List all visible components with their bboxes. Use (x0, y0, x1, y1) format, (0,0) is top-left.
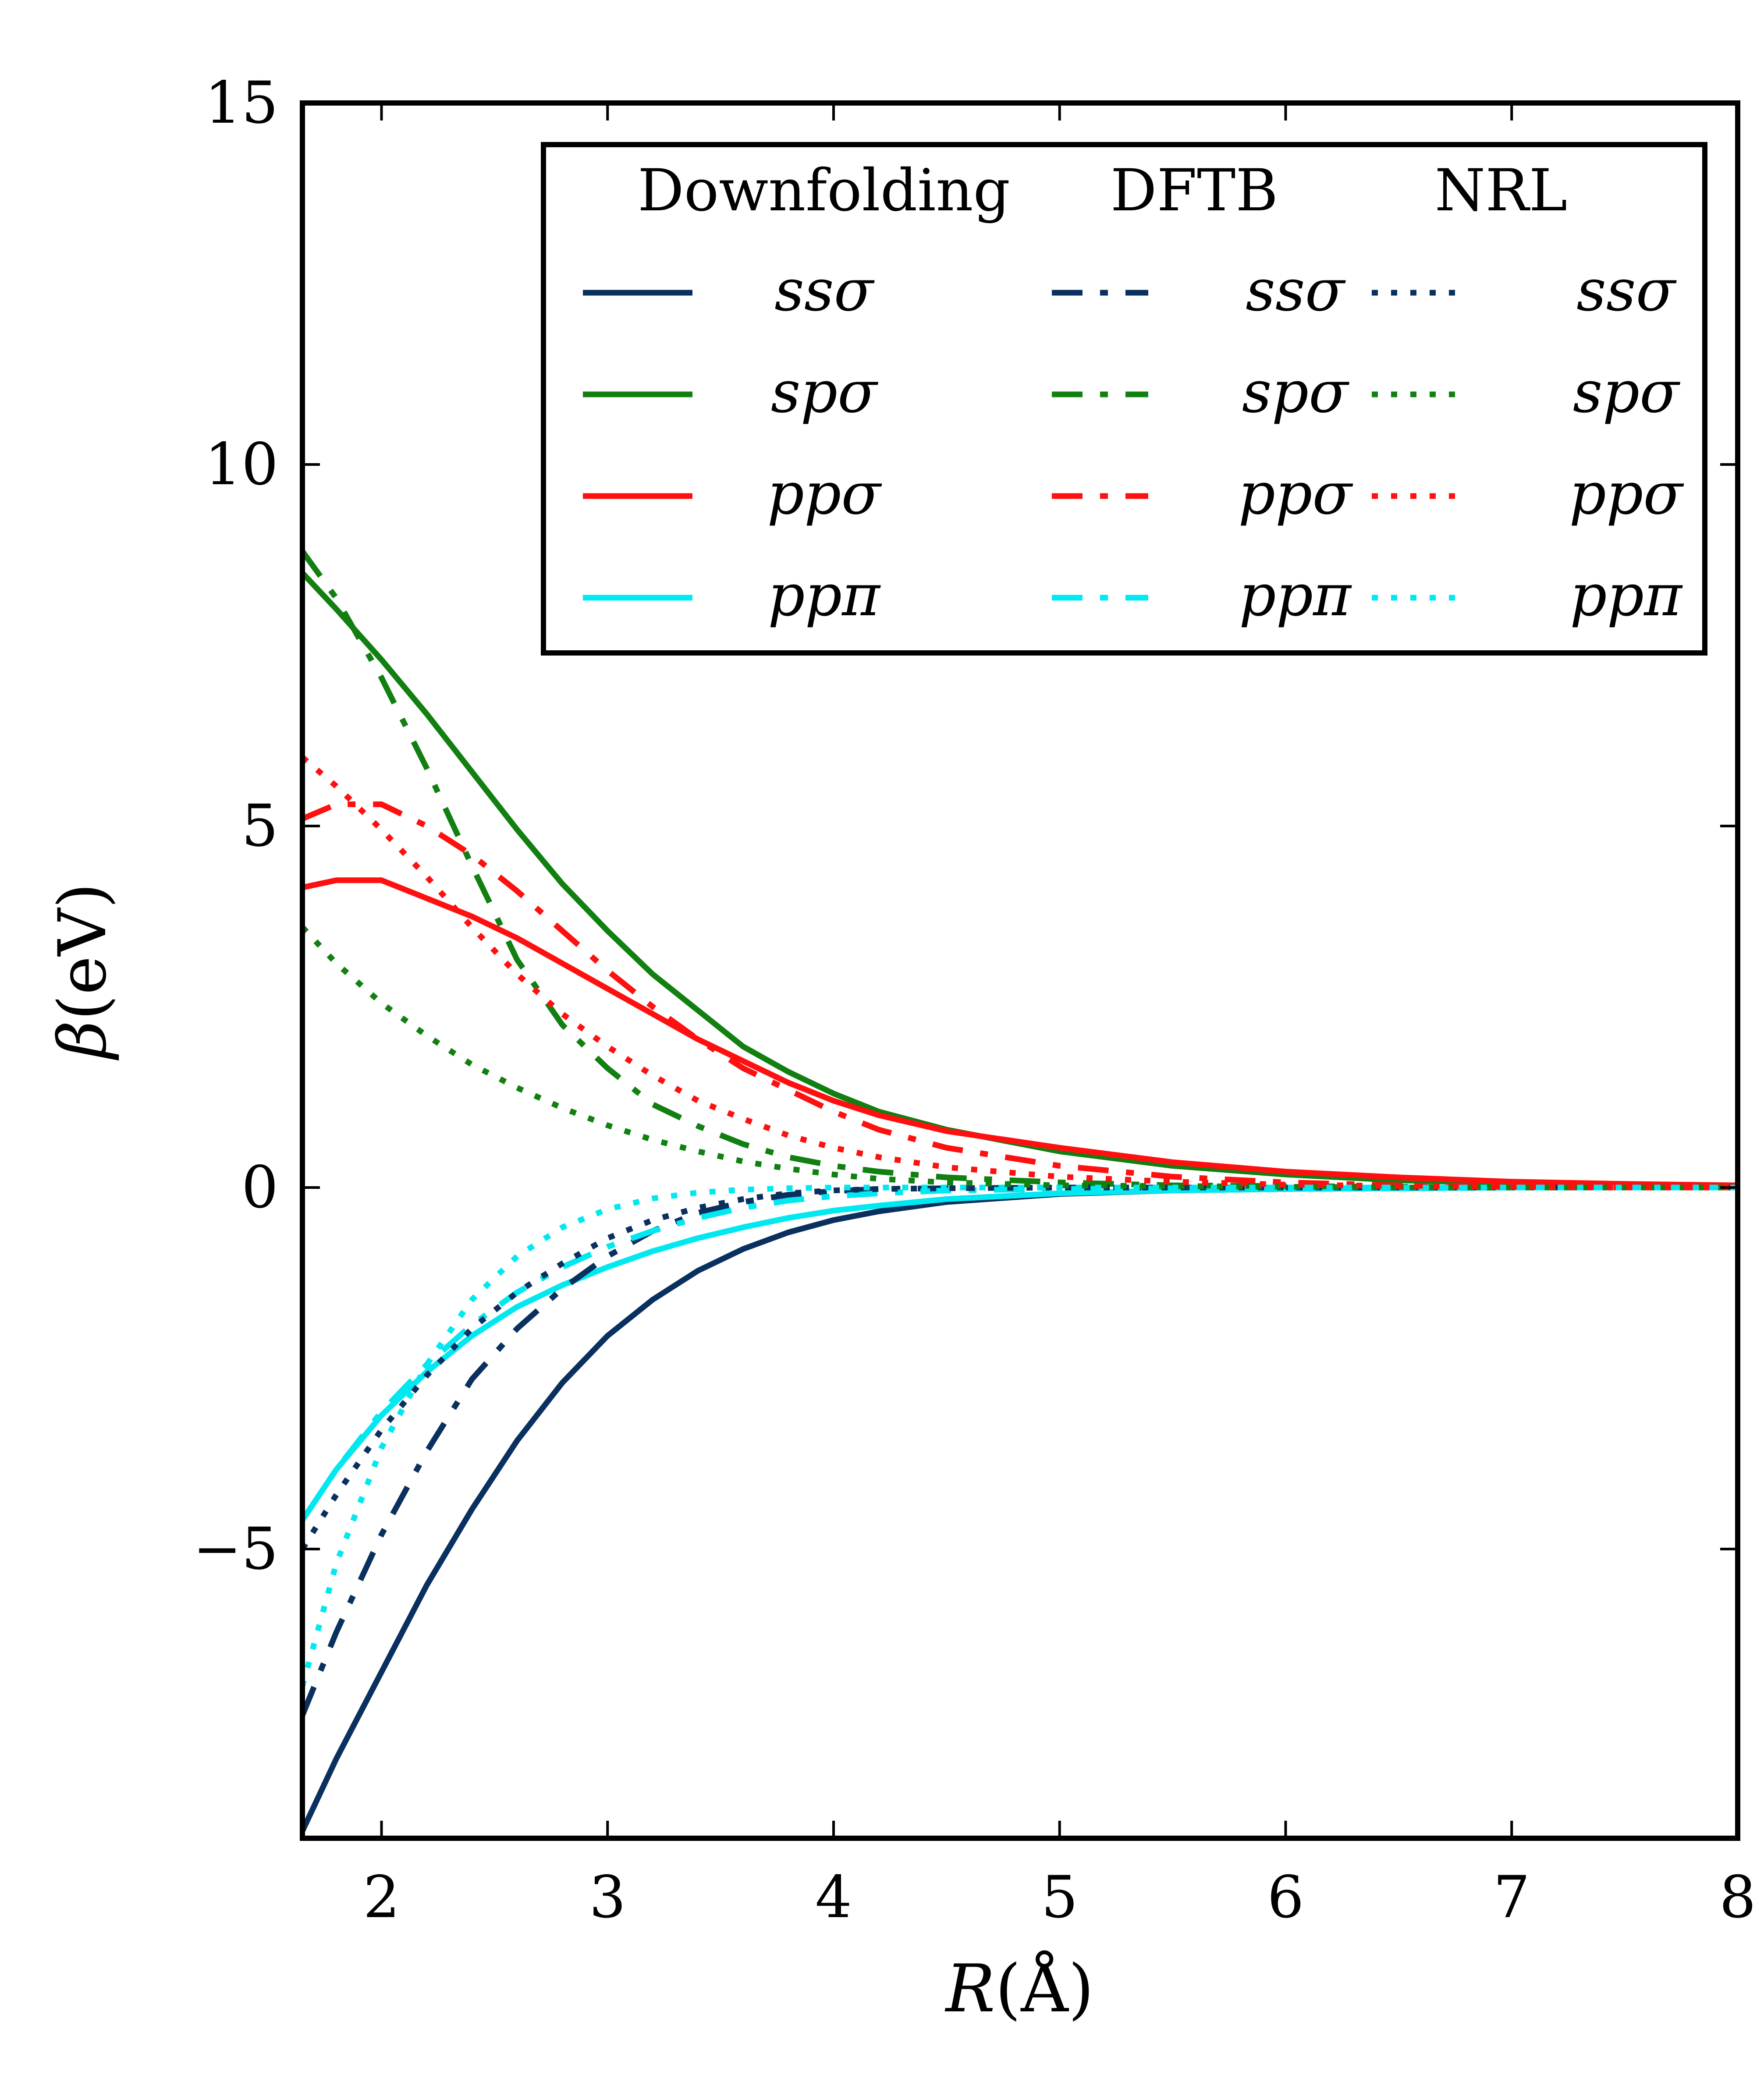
legend-label-dftb-pppi: ppπ (1239, 562, 1352, 629)
legend-label-nrl-pppi: ppπ (1570, 562, 1683, 629)
series-line-dftb-ppsigma (302, 801, 1738, 1191)
legend-group-dftb: DFTB (1111, 157, 1278, 224)
legend-label-dftb-sssigma: ssσ (1246, 257, 1346, 324)
series-line-nrl-ppsigma (302, 755, 1738, 1191)
legend-label-nrl-ppsigma: ppσ (1569, 460, 1684, 528)
legend-label-dftb-spsigma: spσ (1242, 358, 1350, 426)
legend-label-nrl-sssigma: ssσ (1576, 257, 1677, 324)
y-axis-label: β(eV) (45, 883, 121, 1061)
y-tick-label: −5 (193, 1515, 278, 1583)
x-tick-label: 7 (1493, 1864, 1530, 1931)
series-line-downfolding-ppsigma (302, 877, 1738, 1188)
y-tick-label: 15 (205, 69, 278, 137)
legend: Downfolding DFTB NRL ssσ ssσ ssσ spσ spσ spσ p… (541, 142, 1707, 656)
series-line-nrl-pppi (302, 1184, 1738, 1688)
x-tick-label: 3 (589, 1864, 626, 1931)
legend-label-dftb-ppsigma: ppσ (1238, 460, 1353, 528)
y-tick-label: 5 (241, 792, 278, 860)
y-tick-label: 0 (241, 1154, 278, 1221)
x-tick-label: 8 (1719, 1864, 1756, 1931)
x-axis-label: R(Å) (944, 1950, 1094, 2027)
legend-label-downfolding-ppsigma: ppσ (767, 460, 882, 528)
x-tick-label: 5 (1041, 1864, 1078, 1931)
legend-group-downfolding: Downfolding (638, 157, 1010, 224)
ticks-layer: 2 3 4 5 6 7 8 −5 0 5 10 15 (193, 69, 1756, 1931)
series-layer (302, 550, 1738, 1834)
legend-label-downfolding-pppi: ppπ (768, 562, 881, 629)
x-tick-label: 4 (815, 1864, 852, 1931)
legend-group-nrl: NRL (1435, 157, 1568, 224)
legend-label-downfolding-sssigma: ssσ (774, 257, 875, 324)
legend-label-nrl-spsigma: spσ (1573, 358, 1681, 426)
x-tick-label: 2 (363, 1864, 400, 1931)
series-line-downfolding-spsigma (302, 570, 1738, 1189)
y-tick-label: 10 (205, 431, 278, 498)
plot-frame (300, 100, 1740, 1841)
legend-label-downfolding-spsigma: spσ (771, 358, 879, 426)
series-line-dftb-spsigma (302, 550, 1738, 1191)
x-tick-label: 6 (1267, 1864, 1304, 1931)
legend-box (541, 142, 1707, 656)
